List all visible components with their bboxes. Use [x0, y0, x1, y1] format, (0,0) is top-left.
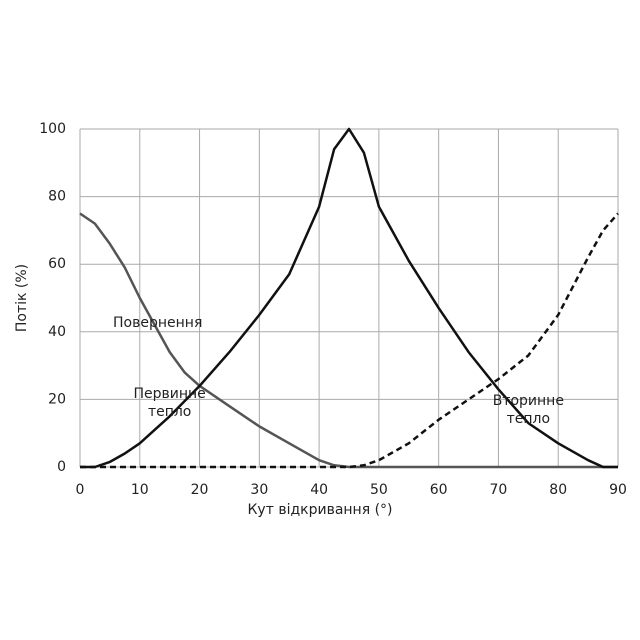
- x-tick-label: 70: [490, 482, 508, 498]
- series-label: Вторинне тепло: [492, 392, 564, 427]
- y-tick-label: 80: [48, 189, 66, 205]
- series-line: [79, 212, 618, 469]
- x-tick-label: 10: [131, 482, 149, 498]
- y-tick-label: 0: [57, 459, 66, 475]
- x-tick-label: 30: [250, 482, 268, 498]
- series-line: [80, 127, 618, 469]
- y-tick-label: 40: [48, 324, 66, 340]
- y-tick-label: 60: [48, 256, 66, 272]
- y-axis-title: Потік (%): [14, 264, 30, 332]
- series-label: Повернення: [113, 314, 203, 331]
- x-axis-title: Кут відкривання (°): [247, 502, 392, 518]
- x-tick-label: 40: [310, 482, 328, 498]
- x-tick-label: 80: [549, 482, 567, 498]
- x-tick-label: 90: [609, 482, 627, 498]
- x-tick-label: 50: [370, 482, 388, 498]
- x-tick-label: 60: [430, 482, 448, 498]
- x-tick-label: 0: [76, 482, 85, 498]
- series-line: [80, 212, 619, 469]
- x-tick-label: 20: [191, 482, 209, 498]
- y-tick-label: 100: [39, 121, 66, 137]
- series-label: Первинне тепло: [133, 385, 206, 420]
- y-tick-label: 20: [48, 391, 66, 407]
